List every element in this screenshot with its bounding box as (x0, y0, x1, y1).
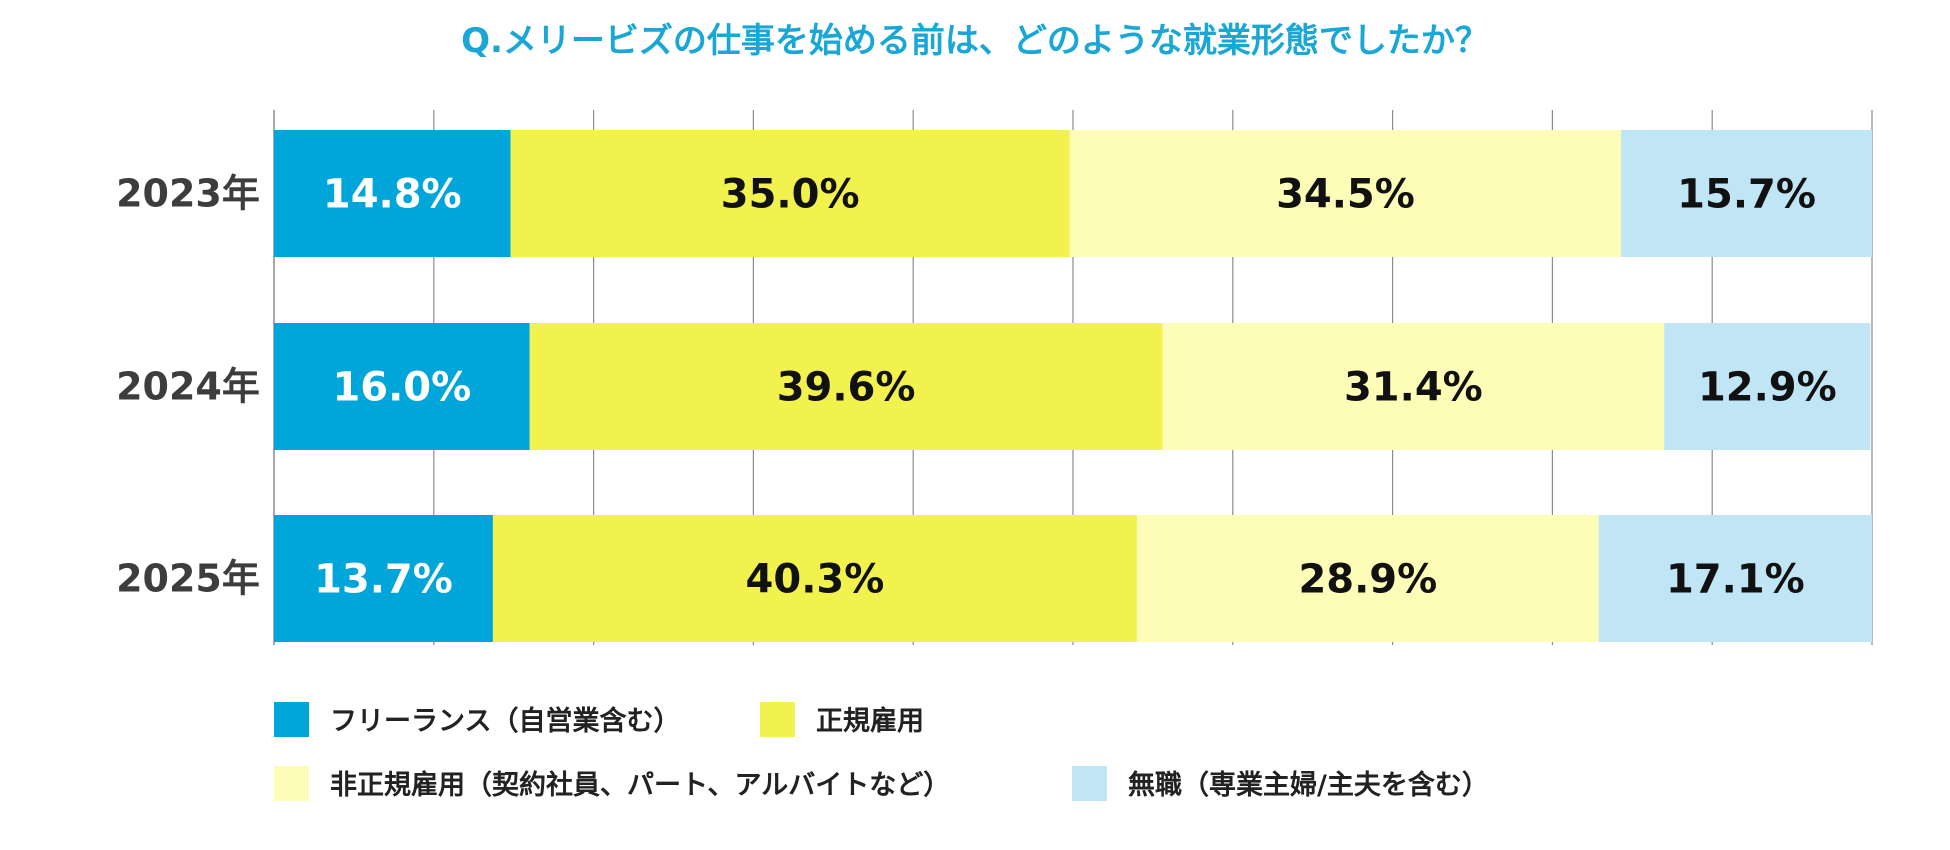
category-label: 2025年 (116, 557, 260, 601)
data-label: 13.7% (314, 557, 453, 603)
bar-segment (1664, 323, 1871, 450)
legend-label: 非正規雇用（契約社員、パート、アルバイトなど） (330, 769, 950, 801)
category-label: 2024年 (116, 365, 260, 409)
legend-label: 正規雇用 (816, 705, 924, 737)
bar-segment (529, 323, 1163, 450)
bar-segment (1162, 323, 1665, 450)
data-label: 16.0% (332, 365, 471, 411)
bar-segment (274, 323, 530, 450)
data-label: 31.4% (1344, 365, 1483, 411)
bar-segment (492, 515, 1137, 642)
bar-segment (274, 515, 493, 642)
legend-swatch (274, 702, 309, 737)
legend-swatch (1072, 766, 1107, 801)
legend-swatch (760, 702, 795, 737)
bar-segment (1598, 515, 1872, 642)
category-label: 2023年 (116, 172, 260, 216)
bar-segment (1621, 130, 1872, 257)
data-label: 35.0% (721, 172, 860, 218)
data-label: 39.6% (777, 365, 916, 411)
legend-label: 無職（専業主婦/主夫を含む） (1128, 769, 1489, 801)
legend-swatch (274, 766, 309, 801)
data-label: 28.9% (1298, 557, 1437, 603)
data-label: 34.5% (1276, 172, 1415, 218)
data-label: 12.9% (1698, 365, 1837, 411)
data-label: 14.8% (323, 172, 462, 218)
data-label: 17.1% (1666, 557, 1805, 603)
legend-label: フリーランス（自営業含む） (330, 705, 680, 737)
bar-segment (1136, 515, 1599, 642)
bar-segment (510, 130, 1070, 257)
bar-segment (274, 130, 511, 257)
chart-title: Q.メリービズの仕事を始める前は、どのような就業形態でしたか？ (461, 21, 1489, 61)
bar-segment (1069, 130, 1622, 257)
data-label: 40.3% (746, 557, 885, 603)
data-label: 15.7% (1677, 172, 1816, 218)
